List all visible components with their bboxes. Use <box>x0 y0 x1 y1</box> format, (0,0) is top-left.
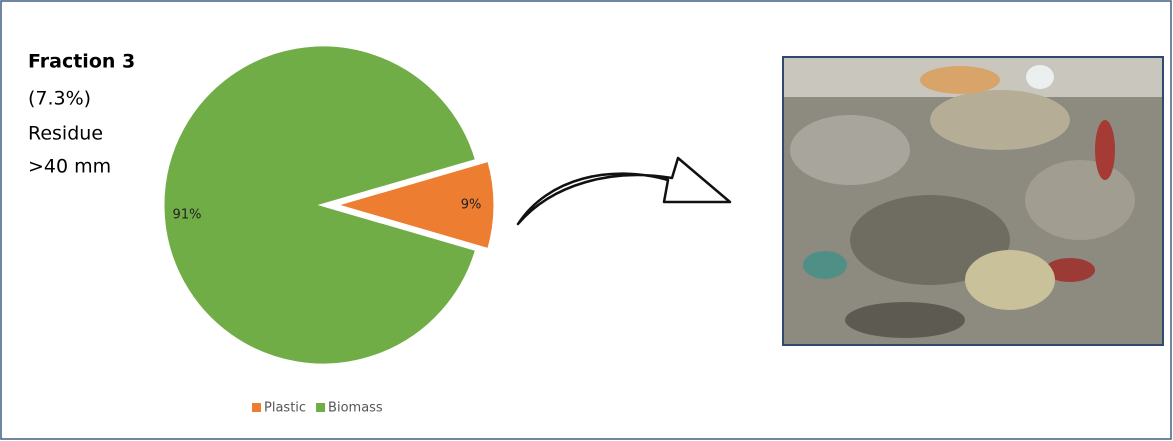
data-label: 91% <box>173 208 202 223</box>
pie: 9% 91% <box>161 43 497 367</box>
annotation: >40 mm <box>28 156 111 178</box>
pie-slice <box>329 158 497 252</box>
legend: Plastic Biomass <box>252 401 383 416</box>
legend-label: Plastic <box>264 401 306 416</box>
legend-swatch <box>316 403 326 412</box>
photo <box>782 56 1164 346</box>
annotation: Fraction 3 <box>28 51 135 73</box>
pie-slice <box>161 43 479 367</box>
annotation: Residue <box>28 123 103 145</box>
legend-swatch <box>252 403 261 412</box>
annotation: (7.3%) <box>28 88 91 110</box>
arrow <box>516 156 732 226</box>
legend-label: Biomass <box>328 401 383 416</box>
data-label: 9% <box>461 198 482 213</box>
